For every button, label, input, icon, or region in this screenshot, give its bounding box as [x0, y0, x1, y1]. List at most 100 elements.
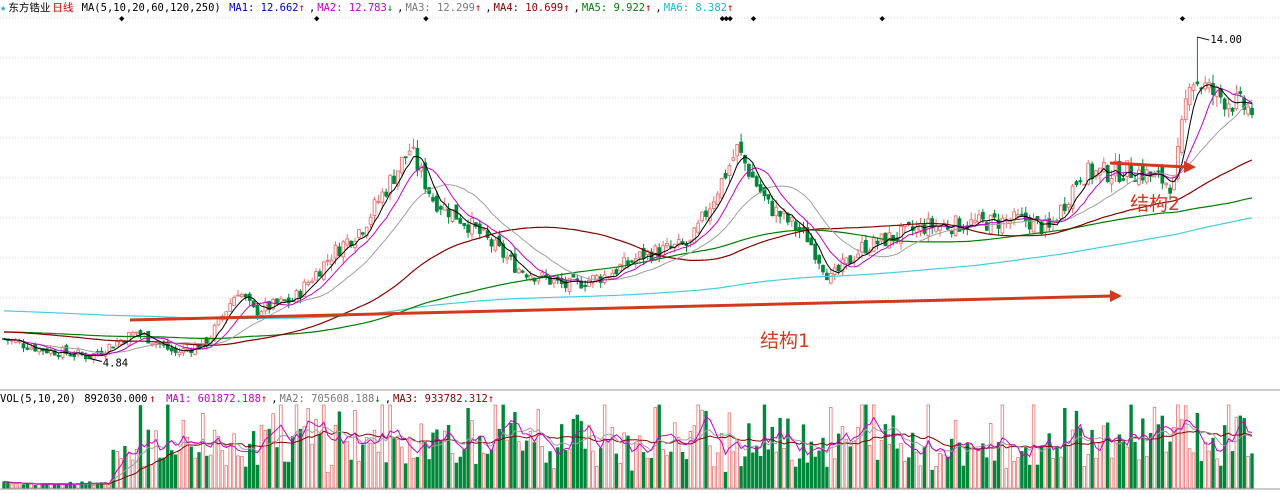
candle-body — [1250, 107, 1254, 116]
volume-bar — [606, 438, 611, 489]
candle-body — [926, 218, 931, 237]
volume-bar — [396, 438, 400, 489]
volume-bar — [532, 442, 537, 489]
volume-bar — [21, 484, 26, 489]
volume-bar — [743, 456, 747, 489]
volume-bar — [942, 454, 946, 489]
candle-body — [684, 244, 689, 247]
volume-bar — [1172, 427, 1176, 489]
volume-bar — [310, 443, 314, 489]
volume-bar — [755, 446, 759, 489]
volume-bar — [661, 449, 665, 489]
volume-bar — [540, 446, 544, 489]
volume-bar — [950, 438, 954, 489]
volume-bar — [614, 453, 618, 489]
volume-bar — [232, 433, 236, 489]
volume-bar — [1035, 464, 1040, 489]
vol-ma1-line — [3, 415, 1253, 486]
volume-bar — [747, 423, 751, 489]
volume-bar — [833, 458, 837, 489]
candle-body — [275, 298, 279, 305]
volume-bar — [302, 426, 306, 489]
candle-body — [1230, 107, 1235, 112]
volume-bar — [953, 420, 958, 489]
candle-body — [864, 239, 868, 254]
candle-body — [1226, 103, 1231, 110]
candle-body — [329, 259, 334, 265]
candle-body — [1191, 84, 1196, 91]
candle-body — [411, 146, 416, 149]
volume-bar — [1176, 404, 1180, 489]
candle-body — [212, 324, 217, 341]
volume-bar — [361, 444, 365, 489]
volume-bar — [2, 481, 6, 489]
volume-bar — [840, 426, 845, 489]
candle-body — [563, 280, 568, 289]
volume-bar — [1016, 457, 1020, 489]
candle-body — [1121, 178, 1126, 181]
candle-body — [516, 268, 521, 274]
volume-bar — [973, 448, 977, 489]
structure2-arrow — [1109, 161, 1187, 169]
volume-bar — [907, 457, 911, 489]
volume-bar — [1004, 468, 1008, 489]
volume-bar — [92, 484, 96, 489]
candle-body — [1043, 219, 1048, 233]
volume-bar — [474, 463, 478, 489]
candle-body — [583, 284, 587, 288]
candle-body — [37, 347, 41, 353]
candle-body — [789, 217, 794, 222]
volume-bar — [294, 404, 299, 489]
candle-body — [477, 223, 482, 234]
volume-bar — [64, 484, 69, 489]
candle-body — [68, 354, 73, 357]
volume-bar — [298, 428, 303, 489]
volume-bar — [774, 451, 778, 489]
volume-bar — [868, 444, 872, 489]
volume-bar — [801, 424, 806, 489]
volume-bar — [481, 452, 486, 489]
event-marker: ◆ — [720, 14, 726, 24]
candle-body — [458, 218, 463, 224]
candle-body — [704, 210, 708, 217]
volume-bar — [521, 450, 525, 489]
candle-body — [1090, 163, 1094, 180]
volume-bar — [1082, 466, 1086, 489]
candle-body — [719, 178, 724, 199]
volume-bar — [610, 426, 615, 489]
structure1-arrow-head — [1110, 290, 1122, 302]
candle-body — [505, 256, 509, 260]
volume-bar — [1223, 425, 1227, 489]
vol-ma1: MA1: 601872.188↑ — [166, 393, 268, 405]
candle-body — [115, 341, 119, 347]
volume-bar — [400, 446, 404, 489]
candle-body — [676, 239, 681, 246]
volume-bar — [173, 454, 178, 489]
candle-body — [435, 195, 439, 212]
volume-bar — [602, 404, 607, 489]
candle-body — [302, 281, 307, 298]
volume-bar — [497, 428, 501, 489]
candle-body — [111, 346, 116, 349]
volume-bar — [150, 464, 154, 489]
candle-body — [25, 347, 30, 350]
candle-body — [1062, 203, 1067, 211]
volume-bar — [563, 450, 568, 489]
volume-bar — [825, 466, 829, 489]
volume-bar — [957, 442, 962, 489]
volume-bar — [723, 471, 728, 489]
volume-bar — [411, 458, 416, 489]
volume-bar — [372, 429, 377, 489]
candle-body — [306, 282, 311, 286]
candle-body — [844, 257, 849, 264]
candle-body — [224, 311, 229, 320]
candle-body — [150, 343, 155, 346]
volume-bar — [813, 456, 817, 489]
candle-body — [298, 290, 303, 298]
candle-body — [407, 150, 412, 156]
event-marker: ◆ — [727, 14, 733, 24]
volume-bar — [478, 436, 482, 489]
candle-body — [1179, 119, 1184, 153]
volume-bar — [224, 465, 228, 489]
